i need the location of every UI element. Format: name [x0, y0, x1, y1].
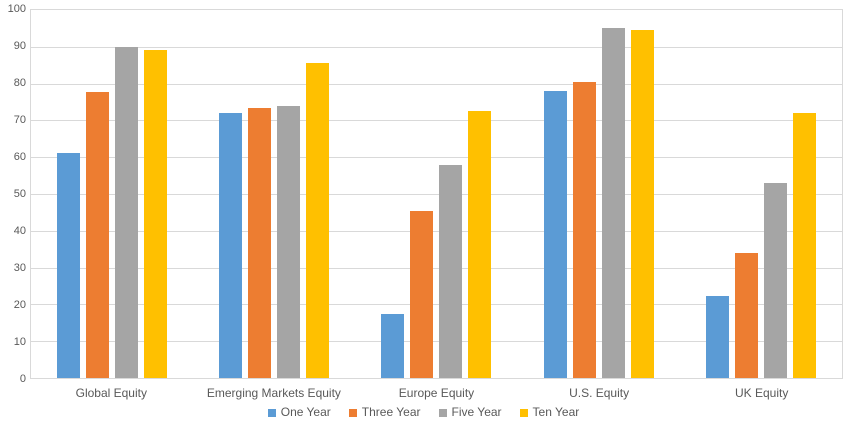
legend-label: Five Year [451, 405, 502, 419]
legend-item: Ten Year [519, 405, 580, 419]
legend-swatch-icon [348, 408, 357, 417]
y-axis-tick-label: 20 [13, 299, 26, 311]
bar [630, 29, 654, 378]
legend-item: Five Year [438, 405, 502, 419]
legend-item: One Year [267, 405, 331, 419]
category-group [680, 10, 842, 378]
gridline [31, 157, 842, 159]
legend-item: Three Year [348, 405, 421, 419]
plot-area [30, 9, 843, 379]
bar [115, 46, 139, 378]
bar [248, 108, 272, 378]
gridline [31, 304, 842, 306]
bar [734, 253, 758, 378]
gridline [31, 341, 842, 343]
bar [439, 164, 463, 378]
x-axis-label: UK Equity [734, 386, 789, 400]
bar [468, 110, 492, 378]
legend-label: One Year [280, 405, 331, 419]
bar [763, 182, 787, 378]
y-axis-tick-label: 10 [13, 336, 26, 348]
legend-label: Three Year [361, 405, 421, 419]
category-group [355, 10, 517, 378]
category-group [31, 10, 193, 378]
gridline [31, 267, 842, 269]
bar [705, 295, 729, 378]
x-axis-label: Europe Equity [398, 386, 475, 400]
gridline [31, 120, 842, 122]
y-axis-tick-label: 40 [13, 225, 26, 237]
bar [572, 82, 596, 378]
y-axis-tick-label: 30 [13, 262, 26, 274]
x-axis-label: Global Equity [75, 386, 147, 400]
y-axis-tick-label: 100 [7, 3, 26, 15]
bar [277, 106, 301, 378]
x-axis: Global Equity Emerging Markets Equity Euro… [30, 386, 843, 400]
y-axis-tick-label: 70 [13, 114, 26, 126]
category-group [518, 10, 680, 378]
legend-swatch-icon [438, 408, 447, 417]
y-axis-tick-label: 90 [13, 40, 26, 52]
legend: One Year Three Year Five Year Ten Year [0, 406, 847, 419]
y-axis-tick-label: 80 [13, 77, 26, 89]
gridline [31, 230, 842, 232]
y-axis-tick-label: 0 [19, 373, 26, 385]
x-axis-label: Emerging Markets Equity [206, 386, 341, 400]
gridline [31, 83, 842, 85]
bar [543, 90, 567, 378]
bar [57, 152, 81, 378]
bar [86, 91, 110, 378]
gridline [31, 194, 842, 195]
x-axis-label: U.S. Equity [569, 386, 630, 400]
gridline [31, 46, 842, 48]
y-axis-tick-label: 50 [13, 188, 26, 200]
category-group [193, 10, 355, 378]
bar [144, 49, 168, 378]
bar [410, 211, 434, 378]
legend-swatch-icon [519, 408, 528, 417]
y-axis-tick-label: 60 [13, 151, 26, 163]
legend-swatch-icon [267, 408, 276, 417]
bar [306, 63, 330, 378]
bar [219, 113, 243, 378]
bar [381, 314, 405, 378]
bar [792, 113, 816, 378]
legend-label: Ten Year [532, 405, 580, 419]
bar [601, 28, 625, 378]
